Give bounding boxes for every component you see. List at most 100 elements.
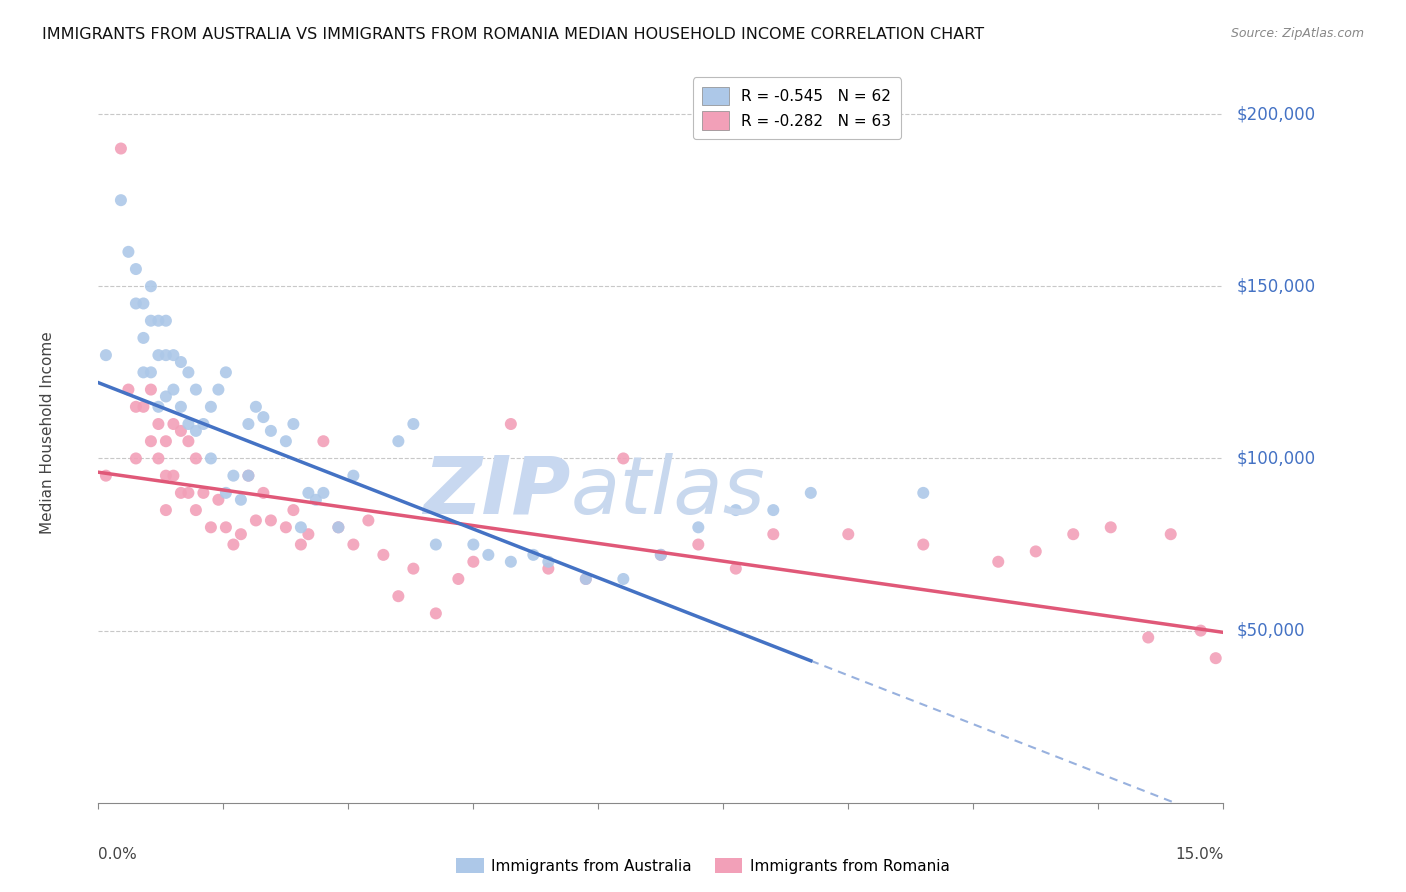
Point xyxy=(132,296,155,310)
Point xyxy=(463,537,485,551)
Point xyxy=(200,451,222,466)
Point xyxy=(650,548,672,562)
Point xyxy=(425,607,447,621)
Point xyxy=(1099,520,1122,534)
Point xyxy=(155,314,177,328)
Point xyxy=(499,417,522,431)
Point xyxy=(1160,527,1182,541)
Point xyxy=(177,434,200,449)
Point xyxy=(328,520,350,534)
Point xyxy=(132,400,155,414)
Text: $100,000: $100,000 xyxy=(1237,450,1316,467)
Point xyxy=(139,365,162,379)
Point xyxy=(125,400,148,414)
Text: IMMIGRANTS FROM AUSTRALIA VS IMMIGRANTS FROM ROMANIA MEDIAN HOUSEHOLD INCOME COR: IMMIGRANTS FROM AUSTRALIA VS IMMIGRANTS … xyxy=(42,27,984,42)
Point xyxy=(193,486,215,500)
Point xyxy=(252,410,274,425)
Point xyxy=(155,434,177,449)
Text: 15.0%: 15.0% xyxy=(1175,847,1223,863)
Point xyxy=(724,561,747,575)
Point xyxy=(94,468,117,483)
Point xyxy=(463,555,485,569)
Point xyxy=(148,400,170,414)
Point xyxy=(537,555,560,569)
Point xyxy=(148,417,170,431)
Point xyxy=(297,486,319,500)
Text: 0.0%: 0.0% xyxy=(98,847,138,863)
Point xyxy=(800,486,823,500)
Point xyxy=(139,434,162,449)
Point xyxy=(184,503,207,517)
Point xyxy=(297,527,319,541)
Point xyxy=(274,520,297,534)
Point xyxy=(238,468,260,483)
Point xyxy=(290,520,312,534)
Point xyxy=(215,365,238,379)
Point xyxy=(229,527,252,541)
Point xyxy=(139,314,162,328)
Point xyxy=(425,537,447,551)
Point xyxy=(260,424,283,438)
Text: atlas: atlas xyxy=(571,453,766,531)
Point xyxy=(170,355,193,369)
Point xyxy=(274,434,297,449)
Point xyxy=(238,468,260,483)
Point xyxy=(1137,631,1160,645)
Point xyxy=(245,513,267,527)
Point xyxy=(402,417,425,431)
Point xyxy=(912,486,935,500)
Point xyxy=(110,142,132,156)
Point xyxy=(477,548,499,562)
Point xyxy=(132,365,155,379)
Point xyxy=(290,537,312,551)
Point xyxy=(229,492,252,507)
Point xyxy=(132,331,155,345)
Point xyxy=(207,492,229,507)
Point xyxy=(537,561,560,575)
Point xyxy=(170,400,193,414)
Point xyxy=(94,348,117,362)
Point xyxy=(1205,651,1227,665)
Text: $200,000: $200,000 xyxy=(1237,105,1316,123)
Point xyxy=(155,389,177,403)
Point xyxy=(1025,544,1047,558)
Point xyxy=(117,244,139,259)
Text: $150,000: $150,000 xyxy=(1237,277,1316,295)
Point xyxy=(148,314,170,328)
Point xyxy=(912,537,935,551)
Point xyxy=(387,434,409,449)
Point xyxy=(762,527,785,541)
Point xyxy=(575,572,598,586)
Point xyxy=(222,537,245,551)
Point xyxy=(650,548,672,562)
Point xyxy=(184,424,207,438)
Point xyxy=(373,548,395,562)
Point xyxy=(575,572,598,586)
Point xyxy=(125,262,148,277)
Point xyxy=(328,520,350,534)
Point xyxy=(139,279,162,293)
Point xyxy=(162,348,184,362)
Point xyxy=(612,572,634,586)
Point xyxy=(387,589,409,603)
Point xyxy=(312,486,335,500)
Text: Median Household Income: Median Household Income xyxy=(41,331,55,534)
Point xyxy=(110,193,132,207)
Point xyxy=(139,383,162,397)
Legend: Immigrants from Australia, Immigrants from Romania: Immigrants from Australia, Immigrants fr… xyxy=(450,852,956,880)
Point xyxy=(238,417,260,431)
Point xyxy=(200,520,222,534)
Point xyxy=(155,468,177,483)
Point xyxy=(200,400,222,414)
Text: $50,000: $50,000 xyxy=(1237,622,1306,640)
Point xyxy=(357,513,380,527)
Point xyxy=(762,503,785,517)
Point xyxy=(522,548,544,562)
Point xyxy=(342,468,364,483)
Point xyxy=(724,503,747,517)
Point xyxy=(125,296,148,310)
Point xyxy=(177,417,200,431)
Point xyxy=(177,486,200,500)
Point xyxy=(155,348,177,362)
Point xyxy=(283,503,305,517)
